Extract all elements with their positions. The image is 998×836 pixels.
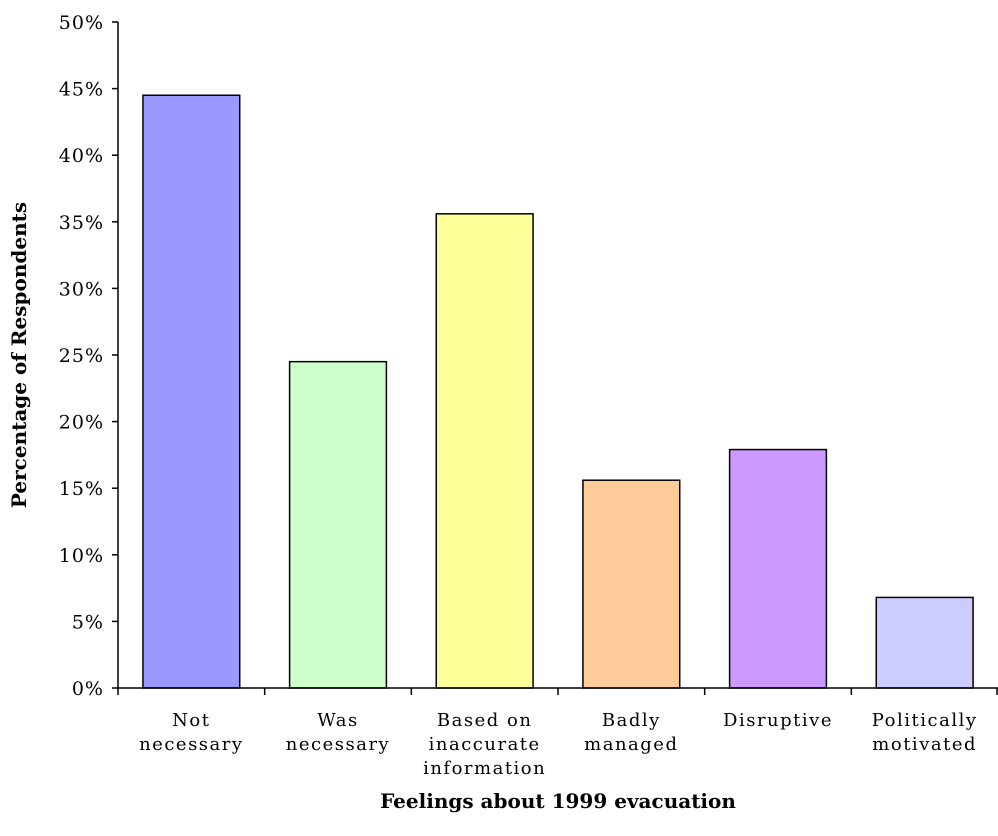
- y-tick-label: 30%: [59, 278, 104, 300]
- y-tick-label: 15%: [59, 478, 104, 500]
- x-category-label: Based on inaccurate information: [423, 710, 546, 779]
- y-axis-title: Percentage of Respondents: [7, 202, 31, 508]
- x-category-label: Badly managed: [584, 710, 678, 755]
- y-axis-ticks: 0% 5% 10% 15% 20% 25% 30% 35% 40% 45% 50%: [59, 12, 118, 700]
- y-tick-label: 35%: [59, 212, 104, 234]
- y-tick-label: 50%: [59, 12, 104, 34]
- bar: [875, 596, 974, 689]
- x-category-label: Politically motivated: [872, 710, 978, 755]
- bar: [728, 448, 828, 689]
- x-axis-ticks: [117, 688, 998, 695]
- y-tick-label: 10%: [59, 545, 104, 567]
- y-tick-label: 0%: [72, 678, 104, 700]
- x-category-label: Was necessary: [286, 710, 390, 755]
- x-category-label: Disruptive: [723, 710, 833, 731]
- x-axis-title: Feelings about 1999 evacuation: [380, 789, 736, 813]
- y-tick-label: 25%: [59, 345, 104, 367]
- y-tick-label: 20%: [59, 412, 104, 434]
- x-category-label: Not necessary: [139, 710, 243, 755]
- bar: [435, 213, 534, 689]
- y-tick-label: 5%: [72, 611, 104, 633]
- y-tick-label: 40%: [59, 145, 104, 167]
- y-tick-label: 45%: [59, 79, 104, 101]
- bar: [582, 479, 681, 689]
- bar: [142, 94, 241, 689]
- bars: [142, 94, 974, 689]
- x-axis-category-labels: Not necessary Was necessary Based on inaccura…: [139, 710, 978, 779]
- bar: [288, 360, 388, 689]
